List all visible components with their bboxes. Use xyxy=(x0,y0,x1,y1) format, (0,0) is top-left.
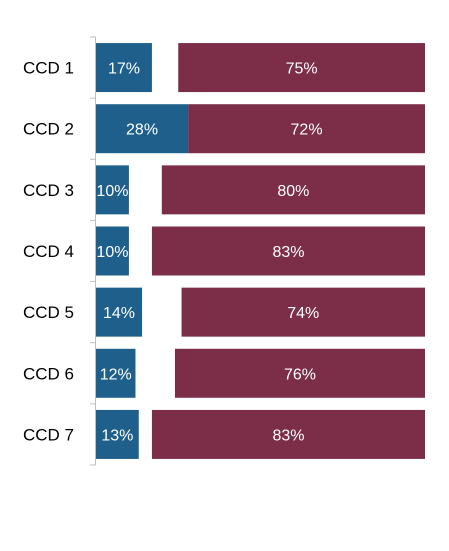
category-label: CCD 7 xyxy=(23,425,74,444)
data-label-series-1: 10% xyxy=(96,183,128,200)
bar-series-2 xyxy=(181,287,425,337)
data-label-series-1: 14% xyxy=(103,305,135,322)
bar-series-1 xyxy=(96,287,143,337)
category-label: CCD 6 xyxy=(23,364,74,383)
category-label: CCD 3 xyxy=(23,181,74,200)
data-label-series-2: 83% xyxy=(272,244,304,261)
data-label-series-1: 13% xyxy=(101,427,133,444)
bar-series-1 xyxy=(96,226,129,276)
bar-series-1 xyxy=(96,409,139,459)
bar-series-2 xyxy=(188,104,425,154)
bar-series-2 xyxy=(178,43,425,93)
data-label-series-2: 83% xyxy=(272,427,304,444)
labels-layer: CCD 1 17% 75% CCD 2 28% 72% CCD 3 10% 80% CCD 4 10… xyxy=(23,59,323,445)
bar-series-1 xyxy=(96,43,152,93)
category-label: CCD 5 xyxy=(23,303,74,322)
bar-series-1 xyxy=(96,165,129,215)
bar-series-2 xyxy=(151,409,425,459)
data-label-series-2: 74% xyxy=(287,305,319,322)
data-label-series-1: 10% xyxy=(96,244,128,261)
data-label-series-2: 76% xyxy=(284,366,316,383)
category-label: CCD 4 xyxy=(23,242,74,261)
bar-series-2 xyxy=(161,165,426,215)
bar-series-1 xyxy=(96,348,136,398)
data-label-series-2: 75% xyxy=(286,61,318,78)
bar-series-2 xyxy=(174,348,425,398)
bars-layer xyxy=(96,43,426,459)
category-label: CCD 2 xyxy=(23,120,74,139)
data-label-series-1: 12% xyxy=(100,366,132,383)
bar-series-1 xyxy=(96,104,189,154)
category-label: CCD 1 xyxy=(23,59,74,78)
data-label-series-1: 28% xyxy=(126,122,158,139)
data-label-series-2: 72% xyxy=(291,122,323,139)
data-label-series-1: 17% xyxy=(108,61,140,78)
data-label-series-2: 80% xyxy=(277,183,309,200)
axis-layer xyxy=(90,36,96,466)
bar-series-2 xyxy=(151,226,425,276)
